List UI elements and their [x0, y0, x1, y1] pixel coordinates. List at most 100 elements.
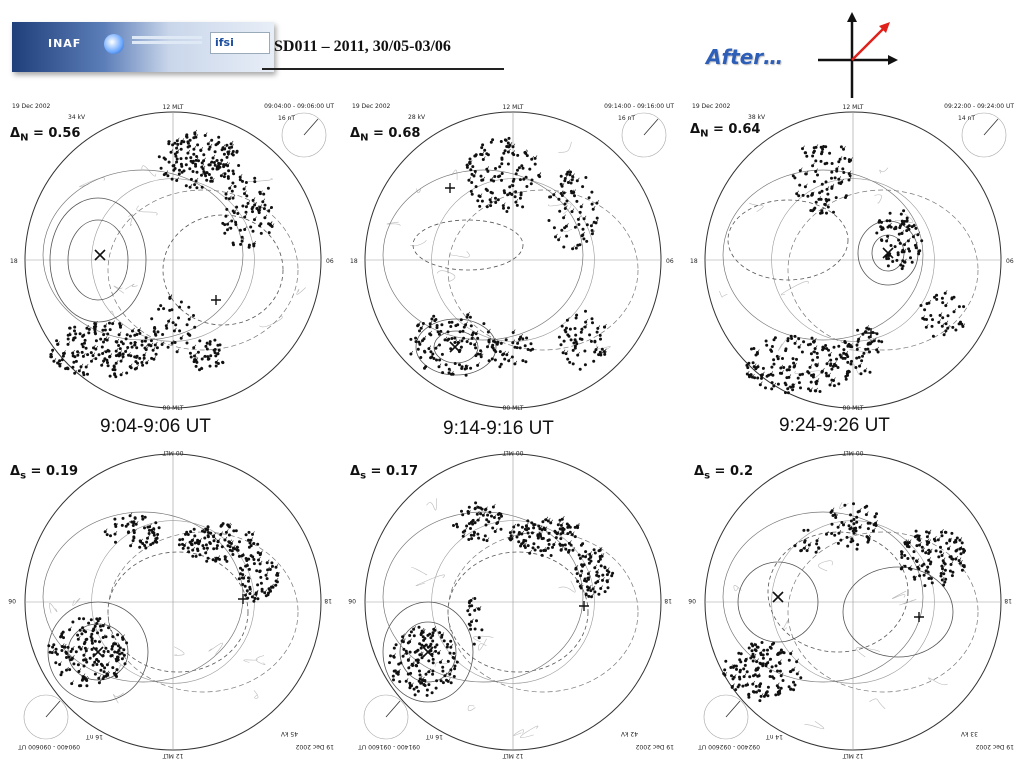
- velocity-vector-dot: [414, 336, 418, 340]
- velocity-vector-tick: [161, 341, 165, 345]
- velocity-vector-dot: [103, 666, 107, 670]
- velocity-vector-dot: [244, 181, 248, 184]
- velocity-vector-dot: [216, 352, 220, 356]
- velocity-vector-tick: [481, 151, 485, 155]
- velocity-vector-tick: [120, 324, 123, 328]
- velocity-vector-dot: [74, 650, 78, 654]
- velocity-vector-dot: [595, 216, 599, 220]
- velocity-vector-tick: [756, 364, 759, 368]
- velocity-vector-tick: [193, 344, 196, 348]
- velocity-vector-dot: [766, 685, 770, 689]
- velocity-vector-dot: [812, 146, 816, 150]
- velocity-vector-dot: [562, 527, 566, 531]
- velocity-vector-dot: [404, 649, 408, 653]
- velocity-vector-dot: [819, 197, 823, 201]
- velocity-vector-dot: [944, 329, 948, 333]
- velocity-vector-dot: [517, 531, 521, 534]
- velocity-vector-dot: [78, 332, 82, 336]
- velocity-vector-dot: [99, 668, 103, 672]
- velocity-vector-dot: [781, 650, 785, 654]
- velocity-vector-dot: [196, 143, 200, 147]
- velocity-vector-dot: [950, 531, 954, 535]
- velocity-vector-dot: [585, 223, 589, 227]
- velocity-vector-dot: [227, 169, 231, 173]
- coastline-path: [113, 692, 124, 704]
- velocity-vector-dot: [560, 324, 564, 328]
- velocity-vector-dot: [438, 631, 442, 635]
- velocity-vector-dot: [925, 530, 928, 534]
- velocity-vector-dot: [108, 355, 112, 359]
- potential-contour: [767, 531, 909, 653]
- velocity-vector-tick: [562, 516, 565, 520]
- velocity-vector-dot: [770, 345, 774, 348]
- velocity-vector-tick: [467, 164, 470, 168]
- velocity-vector-dot: [209, 354, 213, 358]
- velocity-vector-dot: [102, 359, 106, 363]
- velocity-vector-dot: [603, 565, 607, 569]
- velocity-vector-dot: [237, 577, 241, 581]
- coastline-path: [113, 285, 125, 294]
- velocity-vector-dot: [833, 513, 837, 517]
- velocity-vector-dot: [528, 535, 532, 539]
- velocity-vector-dot: [494, 201, 498, 204]
- velocity-vector-dot: [460, 339, 464, 343]
- coastline-path: [780, 280, 809, 296]
- velocity-vector-dot: [819, 159, 823, 163]
- velocity-vector-dot: [926, 570, 930, 574]
- velocity-vector-dot: [93, 327, 97, 330]
- velocity-vector-dot: [441, 665, 445, 669]
- mlt-left-label: 06: [688, 597, 696, 604]
- velocity-vector-dot: [138, 356, 142, 360]
- velocity-vector-tick: [94, 325, 97, 329]
- velocity-vector-tick: [82, 333, 85, 337]
- velocity-vector-dot: [453, 667, 457, 671]
- velocity-vector-tick: [826, 360, 830, 364]
- velocity-vector-dot: [576, 243, 580, 247]
- velocity-vector-tick: [106, 336, 110, 341]
- velocity-vector-tick: [195, 134, 199, 138]
- velocity-vector-dot: [792, 361, 796, 365]
- velocity-vector-dot: [252, 558, 256, 561]
- velocity-vector-dot: [78, 628, 82, 632]
- velocity-vector-tick: [592, 206, 596, 210]
- velocity-vector-tick: [193, 146, 197, 150]
- velocity-vector-dot: [849, 513, 852, 517]
- velocity-vector-dot: [825, 211, 828, 215]
- velocity-vector-dot: [85, 637, 89, 641]
- velocity-vector-dot: [888, 219, 892, 223]
- velocity-vector-dot: [747, 373, 751, 377]
- velocity-vector-dot: [439, 329, 443, 333]
- coastline-path: [473, 635, 494, 643]
- velocity-vector-tick: [253, 597, 257, 602]
- velocity-vector-dot: [840, 521, 844, 524]
- velocity-vector-dot: [491, 526, 495, 530]
- velocity-vector-tick: [216, 165, 220, 170]
- velocity-vector-dot: [598, 333, 602, 337]
- velocity-vector-dot: [225, 207, 229, 211]
- velocity-vector-dot: [573, 327, 577, 330]
- velocity-vector-tick: [757, 349, 760, 353]
- velocity-vector-dot: [252, 599, 256, 603]
- velocity-vector-dot: [828, 151, 832, 155]
- velocity-vector-dot: [817, 546, 821, 550]
- velocity-vector-dot: [118, 347, 122, 351]
- velocity-vector-dot: [939, 550, 943, 554]
- map-date-label: 19 Dec 2002: [352, 103, 391, 110]
- coastline-path: [874, 194, 882, 204]
- velocity-vector-dot: [500, 172, 504, 175]
- imf-clock-arrow: [643, 118, 659, 136]
- velocity-vector-tick: [520, 333, 523, 338]
- velocity-vector-dot: [598, 555, 602, 559]
- velocity-vector-tick: [926, 538, 930, 542]
- velocity-vector-dot: [851, 529, 855, 533]
- velocity-vector-dot: [434, 649, 438, 653]
- velocity-vector-dot: [215, 546, 219, 550]
- velocity-vector-dot: [532, 523, 536, 527]
- velocity-vector-dot: [512, 530, 516, 534]
- velocity-vector-tick: [794, 542, 798, 547]
- velocity-vector-dot: [850, 359, 853, 363]
- velocity-vector-dot: [770, 675, 774, 679]
- velocity-vector-tick: [508, 148, 511, 153]
- velocity-vector-dot: [737, 651, 741, 655]
- velocity-vector-dot: [76, 663, 80, 667]
